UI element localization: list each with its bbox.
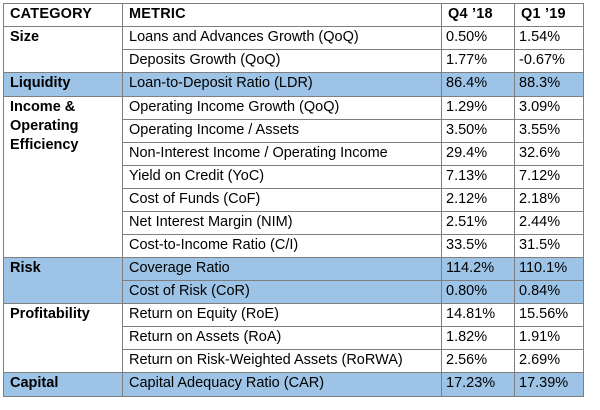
table-row: Profitability Return on Equity (RoE) 14.81… [3,303,584,373]
table-row: Operating Income / Assets 3.50% 3.55% [4,119,584,143]
q1-value-cell: 17.39% [514,372,584,397]
q1-value-cell: 31.5% [514,234,584,258]
table-row: Cost of Funds (CoF) 2.12% 2.18% [4,188,584,212]
q4-value-cell: 2.56% [441,349,515,373]
q1-value-cell: 3.09% [514,96,584,120]
q1-value-cell: 2.69% [514,349,584,373]
table-row: Cost-to-Income Ratio (C/I) 33.5% 31.5% [4,234,584,258]
table-row: Deposits Growth (QoQ) 1.77% -0.67% [4,49,584,73]
q4-value-cell: 114.2% [441,257,515,281]
q1-value-cell: 15.56% [514,303,584,327]
q1-value-cell: -0.67% [514,49,584,73]
table-row: Size Loans and Advances Growth (QoQ) 0.50%… [3,26,584,73]
category-cell: Capital [3,372,123,397]
q1-value-cell: 32.6% [514,142,584,166]
metric-cell: Deposits Growth (QoQ) [122,49,442,73]
q1-value-cell: 1.91% [514,326,584,350]
q4-value-cell: 1.77% [441,49,515,73]
metrics-table-container: CATEGORY METRIC Q4 ’18 Q1 ’19 Size Loans … [3,3,584,397]
metric-cell: Return on Assets (RoA) [122,326,442,350]
q4-value-cell: 17.23% [441,372,515,397]
q1-value-cell: 3.55% [514,119,584,143]
q4-value-cell: 33.5% [441,234,515,258]
category-cell: Risk [3,257,123,304]
metric-cell: Cost of Funds (CoF) [122,188,442,212]
metric-cell: Return on Risk-Weighted Assets (RoRWA) [122,349,442,373]
q1-value-cell: 110.1% [514,257,584,281]
metric-cell: Net Interest Margin (NIM) [122,211,442,235]
q4-value-cell: 2.51% [441,211,515,235]
header-q1: Q1 ’19 [514,3,584,27]
category-cell: Size [3,26,123,73]
table-row: Liquidity Loan-to-Deposit Ratio (LDR) 86.4… [3,72,584,97]
metric-cell: Coverage Ratio [122,257,442,281]
table-body: Size Loans and Advances Growth (QoQ) 0.50%… [3,26,584,397]
table-row: Capital Capital Adequacy Ratio (CAR) 17.23… [3,372,584,397]
metric-cell: Loan-to-Deposit Ratio (LDR) [122,72,442,97]
header-metric: METRIC [122,3,442,27]
q4-value-cell: 0.50% [441,26,515,50]
metric-cell: Cost of Risk (CoR) [122,280,442,304]
metric-cell: Yield on Credit (YoC) [122,165,442,189]
table-row: Income & Operating Efficiency Operating I… [3,96,584,258]
metric-cell: Non-Interest Income / Operating Income [122,142,442,166]
metric-cell: Return on Equity (RoE) [122,303,442,327]
q1-value-cell: 2.18% [514,188,584,212]
q1-value-cell: 1.54% [514,26,584,50]
metrics-table: CATEGORY METRIC Q4 ’18 Q1 ’19 Size Loans … [3,3,584,397]
q4-value-cell: 29.4% [441,142,515,166]
metric-cell: Operating Income Growth (QoQ) [122,96,442,120]
header-row: CATEGORY METRIC Q4 ’18 Q1 ’19 [3,3,584,27]
q4-value-cell: 0.80% [441,280,515,304]
category-cell: Liquidity [3,72,123,97]
q4-value-cell: 7.13% [441,165,515,189]
category-cell: Income & Operating Efficiency [3,96,123,258]
q1-value-cell: 0.84% [514,280,584,304]
header-q4: Q4 ’18 [441,3,515,27]
table-row: Cost of Risk (CoR) 0.80% 0.84% [4,280,584,304]
q4-value-cell: 2.12% [441,188,515,212]
q4-value-cell: 14.81% [441,303,515,327]
q4-value-cell: 86.4% [441,72,515,97]
table-row: Yield on Credit (YoC) 7.13% 7.12% [4,165,584,189]
table-row: Net Interest Margin (NIM) 2.51% 2.44% [4,211,584,235]
metric-cell: Cost-to-Income Ratio (C/I) [122,234,442,258]
table-row: Return on Risk-Weighted Assets (RoRWA) 2.… [4,349,584,373]
header-category: CATEGORY [3,3,123,27]
q4-value-cell: 1.82% [441,326,515,350]
metric-cell: Operating Income / Assets [122,119,442,143]
q4-value-cell: 1.29% [441,96,515,120]
q4-value-cell: 3.50% [441,119,515,143]
table-row: Risk Coverage Ratio 114.2% 110.1% [3,257,584,304]
q1-value-cell: 7.12% [514,165,584,189]
metric-cell: Capital Adequacy Ratio (CAR) [122,372,442,397]
q1-value-cell: 2.44% [514,211,584,235]
metric-cell: Loans and Advances Growth (QoQ) [122,26,442,50]
category-cell: Profitability [3,303,123,373]
q1-value-cell: 88.3% [514,72,584,97]
table-row: Non-Interest Income / Operating Income 29… [4,142,584,166]
